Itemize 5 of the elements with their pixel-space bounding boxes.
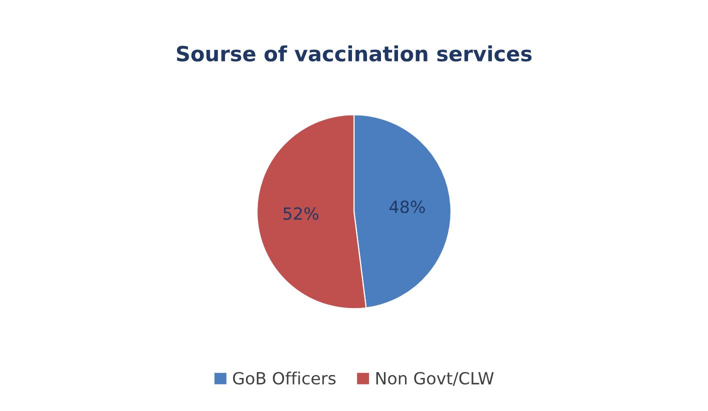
legend-label: GoB Officers [233,372,336,385]
data-label: 52% [284,207,318,220]
data-label: 48% [390,200,425,214]
legend-label: Non Govt/CLW [376,372,494,386]
chart-title: Sourse of vaccination services [176,45,532,62]
